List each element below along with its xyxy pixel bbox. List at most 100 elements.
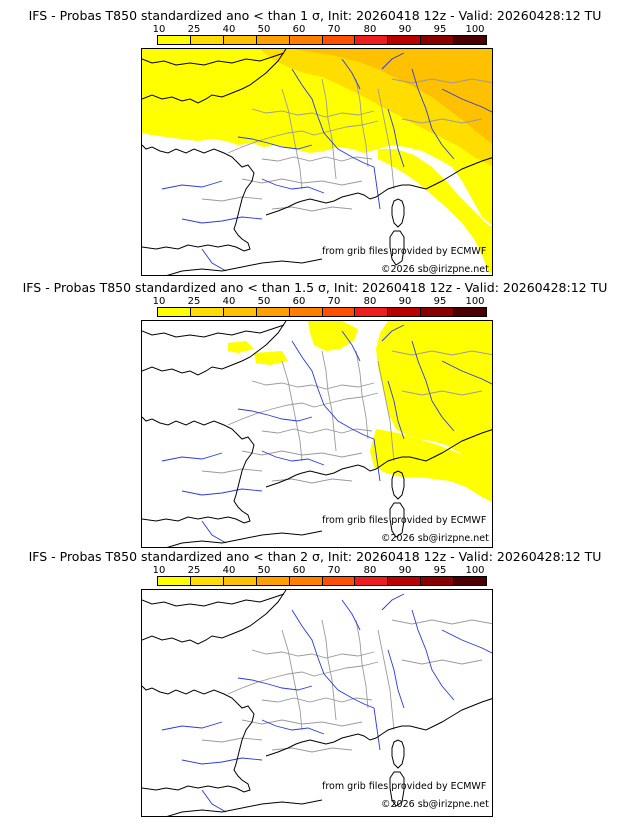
river-line <box>381 324 405 342</box>
scale-label: 95 <box>433 565 447 576</box>
scale-label: 95 <box>433 296 447 307</box>
scale-label: 95 <box>433 24 447 35</box>
panel-title: IFS - Probas T850 standardized ano < tha… <box>22 280 608 295</box>
credit-copyright: ©2026 sb@irizpne.net <box>381 533 489 544</box>
scale-swatch <box>454 36 487 44</box>
river-line <box>201 520 227 544</box>
river-line <box>291 340 375 440</box>
river-line <box>181 488 263 496</box>
island-outline <box>391 470 405 500</box>
scale-label: 90 <box>398 565 412 576</box>
map-canvas <box>142 321 492 547</box>
scale-swatch <box>289 36 323 44</box>
coastline <box>166 530 323 547</box>
coastline <box>142 321 287 376</box>
river-line <box>441 629 492 654</box>
river-line <box>237 677 313 691</box>
coastline <box>142 144 255 252</box>
probability-area <box>292 49 492 144</box>
border-line <box>281 629 303 731</box>
scale-swatch <box>355 36 389 44</box>
scale-label: 80 <box>363 296 377 307</box>
river-line <box>381 593 405 611</box>
map-canvas <box>142 49 492 275</box>
scale-label: 60 <box>292 296 306 307</box>
scale-swatch <box>256 577 290 585</box>
probability-map <box>141 589 493 817</box>
river-line <box>291 68 375 168</box>
border-line <box>321 78 337 180</box>
map-panel-2: IFS - Probas T850 standardized ano < tha… <box>0 272 630 548</box>
color-scale-labels: 10 25 40 50 60 70 80 90 95 100 <box>150 565 490 577</box>
scale-swatch <box>289 577 323 585</box>
river-line <box>261 719 325 735</box>
credit-copyright: ©2026 sb@irizpne.net <box>381 799 489 810</box>
border-line <box>201 196 263 202</box>
border-line <box>251 380 375 390</box>
border-line <box>391 350 492 356</box>
border-line <box>355 350 369 440</box>
river-line <box>237 136 313 150</box>
border-line <box>321 350 337 452</box>
color-scale-bar <box>157 307 487 317</box>
coastline <box>265 698 492 757</box>
island-outline <box>391 739 405 769</box>
color-scale-bar <box>157 576 487 586</box>
coastline <box>142 416 255 524</box>
river-line <box>387 380 405 440</box>
scale-label: 50 <box>257 296 271 307</box>
coastline <box>142 590 287 645</box>
scale-label: 50 <box>257 24 271 35</box>
border-line <box>251 108 375 118</box>
river-line <box>181 757 263 765</box>
river-line <box>161 180 223 190</box>
scale-swatch <box>388 577 422 585</box>
coastline <box>142 49 287 104</box>
scale-swatch <box>223 577 257 585</box>
island-outline <box>389 502 405 538</box>
map-panel-1: IFS - Probas T850 standardized ano < tha… <box>0 0 630 276</box>
scale-swatch <box>256 36 290 44</box>
map-features <box>142 321 492 547</box>
credit-copyright: ©2026 sb@irizpne.net <box>381 264 489 275</box>
scale-swatch <box>322 36 356 44</box>
scale-swatch <box>158 577 191 585</box>
river-line <box>411 340 455 432</box>
border-line <box>201 468 263 474</box>
border-line <box>391 78 492 84</box>
border-line <box>227 120 379 154</box>
border-line <box>227 392 379 426</box>
map-features <box>142 49 492 275</box>
coastline <box>166 258 323 275</box>
border-line <box>241 719 363 727</box>
border-line <box>321 619 337 721</box>
river-line <box>261 178 325 194</box>
river-line <box>291 609 375 709</box>
credit-source: from grib files provided by ECMWF <box>322 781 487 792</box>
scale-label: 10 <box>152 24 166 35</box>
scale-label: 60 <box>292 565 306 576</box>
probability-area <box>308 321 358 351</box>
border-line <box>401 390 483 396</box>
border-line <box>377 629 395 731</box>
coastline <box>265 429 492 488</box>
scale-label: 25 <box>187 296 201 307</box>
river-line <box>261 450 325 466</box>
map-panel-3: IFS - Probas T850 standardized ano < tha… <box>0 541 630 817</box>
scale-swatch <box>454 308 487 316</box>
scale-label: 70 <box>327 296 341 307</box>
scale-label: 70 <box>327 565 341 576</box>
island-outline <box>391 198 405 228</box>
scale-label: 100 <box>465 24 485 35</box>
panel-title: IFS - Probas T850 standardized ano < tha… <box>28 8 602 23</box>
coastline <box>142 685 255 793</box>
color-scale-labels: 10 25 40 50 60 70 80 90 95 100 <box>150 296 490 308</box>
scale-swatch <box>190 577 224 585</box>
island-outline <box>389 771 405 807</box>
scale-label: 60 <box>292 24 306 35</box>
scale-swatch <box>190 36 224 44</box>
scale-swatch <box>421 577 455 585</box>
river-line <box>411 68 455 160</box>
probability-area <box>254 351 288 365</box>
probability-area <box>378 149 492 274</box>
